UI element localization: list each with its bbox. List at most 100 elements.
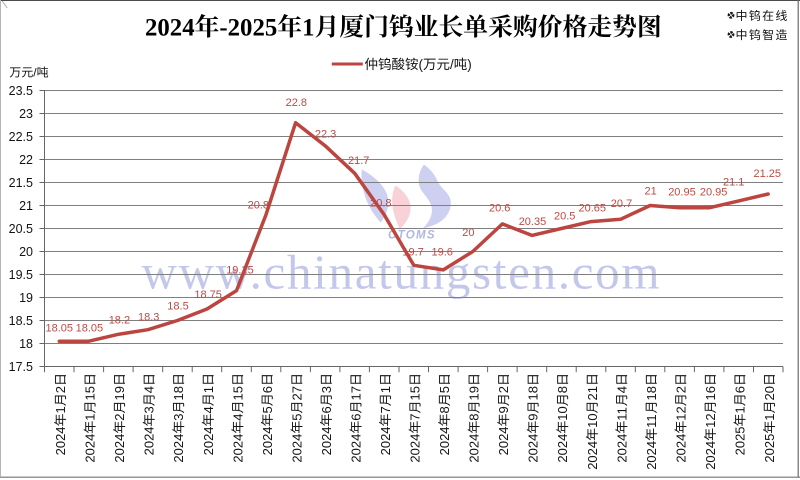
- svg-text:2024: 2024: [230, 434, 245, 463]
- svg-text:1: 1: [53, 406, 68, 413]
- svg-text:5: 5: [437, 386, 452, 393]
- svg-text:8: 8: [467, 413, 482, 420]
- svg-text:/: /: [33, 66, 37, 80]
- svg-text:19.5: 19.5: [9, 268, 33, 282]
- svg-text:15: 15: [230, 386, 245, 400]
- svg-text:20: 20: [19, 245, 33, 259]
- svg-text:8: 8: [555, 386, 570, 393]
- svg-text:2024: 2024: [145, 14, 195, 41]
- svg-text:4: 4: [614, 386, 629, 393]
- svg-text:2024: 2024: [112, 434, 127, 463]
- svg-text:12: 12: [673, 406, 688, 420]
- svg-text:2024: 2024: [378, 426, 393, 455]
- svg-text:2024: 2024: [260, 426, 275, 455]
- svg-text:22.8: 22.8: [286, 97, 307, 109]
- svg-text:2024: 2024: [644, 441, 659, 470]
- svg-text:21: 21: [585, 386, 600, 400]
- svg-text:22: 22: [19, 153, 33, 167]
- svg-text:20: 20: [462, 227, 474, 239]
- svg-text:): ): [467, 57, 472, 72]
- svg-text:2024: 2024: [53, 426, 68, 455]
- svg-text:16: 16: [703, 386, 718, 400]
- svg-text:2024: 2024: [83, 434, 98, 463]
- svg-text:20.8: 20.8: [248, 200, 269, 212]
- svg-text:2024: 2024: [496, 426, 511, 455]
- svg-text:20.95: 20.95: [700, 186, 728, 198]
- svg-text:-2025: -2025: [219, 14, 277, 41]
- svg-text:19: 19: [19, 291, 33, 305]
- svg-text:21.5: 21.5: [9, 176, 33, 190]
- svg-text:1: 1: [762, 413, 777, 420]
- svg-text:27: 27: [289, 386, 304, 400]
- svg-text:/: /: [450, 57, 454, 72]
- svg-text:23: 23: [19, 107, 33, 121]
- svg-text:1: 1: [378, 386, 393, 393]
- svg-text:1: 1: [302, 14, 314, 41]
- svg-text:2024: 2024: [408, 434, 423, 463]
- svg-text:2024: 2024: [614, 434, 629, 463]
- svg-text:18.5: 18.5: [9, 314, 33, 328]
- svg-text:2024: 2024: [349, 434, 364, 463]
- svg-text:4: 4: [230, 413, 245, 420]
- svg-text:(: (: [419, 57, 424, 72]
- svg-text:2: 2: [496, 386, 511, 393]
- svg-text:9: 9: [526, 413, 541, 420]
- svg-text:4: 4: [142, 386, 157, 393]
- svg-text:2024: 2024: [437, 426, 452, 455]
- svg-text:18: 18: [171, 386, 186, 400]
- svg-text:23.5: 23.5: [9, 84, 33, 98]
- svg-text:18.05: 18.05: [46, 322, 74, 334]
- svg-text:21.1: 21.1: [723, 177, 744, 189]
- svg-text:18: 18: [644, 386, 659, 400]
- svg-text:21: 21: [19, 199, 33, 213]
- svg-text:5: 5: [289, 413, 304, 420]
- svg-text:10: 10: [585, 413, 600, 427]
- svg-text:18: 18: [526, 386, 541, 400]
- svg-text:6: 6: [349, 413, 364, 420]
- svg-text:6: 6: [319, 406, 334, 413]
- svg-text:2025: 2025: [762, 434, 777, 463]
- svg-text:2024: 2024: [201, 426, 216, 455]
- svg-text:2024: 2024: [289, 434, 304, 463]
- svg-text:21: 21: [645, 186, 657, 198]
- svg-text:6: 6: [733, 386, 748, 393]
- svg-text:18.05: 18.05: [76, 322, 104, 334]
- svg-text:20.95: 20.95: [668, 186, 696, 198]
- svg-text:19.15: 19.15: [226, 265, 254, 277]
- svg-text:2: 2: [112, 413, 127, 420]
- svg-text:18.3: 18.3: [138, 312, 159, 324]
- svg-text:2024: 2024: [703, 441, 718, 470]
- svg-text:22.5: 22.5: [9, 130, 33, 144]
- svg-text:7: 7: [408, 413, 423, 420]
- svg-text:11: 11: [644, 414, 659, 428]
- svg-text:3: 3: [171, 413, 186, 420]
- svg-text:2: 2: [673, 386, 688, 393]
- svg-text:3: 3: [319, 386, 334, 393]
- svg-text:20.5: 20.5: [9, 222, 33, 236]
- svg-text:15: 15: [83, 386, 98, 400]
- svg-text:15: 15: [408, 386, 423, 400]
- svg-text:2024: 2024: [526, 434, 541, 463]
- svg-text:18.75: 18.75: [194, 289, 222, 301]
- svg-text:www.chinatungsten.com: www.chinatungsten.com: [142, 245, 662, 300]
- svg-text:2: 2: [53, 386, 68, 393]
- svg-text:2025: 2025: [733, 426, 748, 455]
- svg-text:7: 7: [378, 406, 393, 413]
- svg-text:19: 19: [467, 386, 482, 400]
- svg-text:20.35: 20.35: [519, 216, 547, 228]
- svg-text:18.5: 18.5: [167, 301, 188, 313]
- svg-text:17.5: 17.5: [9, 360, 33, 374]
- svg-text:4: 4: [201, 406, 216, 413]
- svg-text:11: 11: [614, 407, 629, 421]
- svg-text:18.2: 18.2: [109, 315, 130, 327]
- svg-text:2024: 2024: [171, 434, 186, 463]
- svg-text:6: 6: [260, 386, 275, 393]
- svg-text:2024: 2024: [673, 434, 688, 463]
- svg-text:8: 8: [437, 406, 452, 413]
- svg-text:5: 5: [260, 406, 275, 413]
- svg-text:1: 1: [201, 386, 216, 393]
- svg-text:12: 12: [703, 413, 718, 427]
- svg-text:20: 20: [762, 386, 777, 400]
- svg-text:21.7: 21.7: [348, 155, 369, 167]
- svg-text:18: 18: [19, 337, 33, 351]
